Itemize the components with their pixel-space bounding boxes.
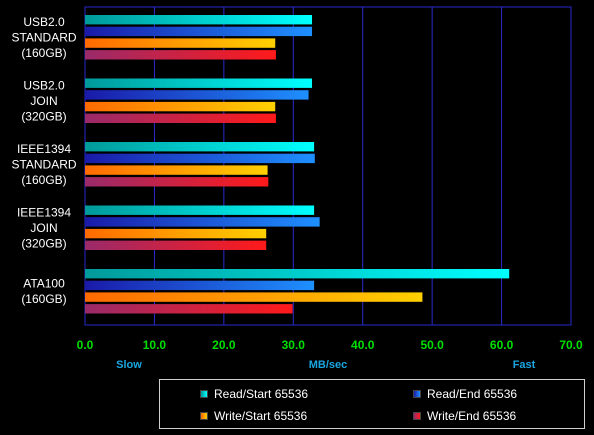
category-label: ATA100 (160GB) — [21, 277, 66, 307]
x-tick-label: 10.0 — [143, 338, 167, 352]
category-label: IEEE1394 STANDARD (160GB) — [11, 142, 76, 187]
bar — [85, 269, 510, 279]
bar — [85, 78, 313, 88]
axis-unit-label: MB/sec — [309, 359, 348, 371]
x-tick-label: 40.0 — [351, 338, 375, 352]
bar — [85, 38, 276, 48]
legend-label: Read/Start 65536 — [214, 387, 309, 401]
bar — [85, 165, 268, 175]
bar — [85, 50, 276, 60]
x-tick-label: 20.0 — [212, 338, 236, 352]
legend-item: Write/End 65536 — [413, 409, 516, 423]
bar — [85, 153, 315, 164]
x-tick-label: 70.0 — [559, 338, 583, 352]
legend-label: Write/Start 65536 — [214, 409, 308, 423]
legend-item: Write/Start 65536 — [200, 409, 307, 423]
legend-swatch — [200, 390, 208, 398]
category-label: USB2.0 JOIN (320GB) — [21, 78, 66, 123]
legend-swatch — [200, 412, 208, 420]
legend: Read/Start 65536 Read/End 65536 Write/Star… — [159, 379, 585, 429]
bar — [85, 15, 313, 25]
bar — [85, 177, 269, 187]
bar — [85, 292, 423, 302]
bar — [85, 101, 276, 112]
bar — [85, 228, 267, 239]
bar — [85, 240, 267, 250]
bar — [85, 217, 320, 227]
legend-item: Read/End 65536 — [413, 387, 517, 401]
category-label: IEEE1394 JOIN (320GB) — [17, 205, 71, 250]
bar — [85, 280, 315, 291]
category-label: USB2.0 STANDARD (160GB) — [11, 15, 76, 60]
bar — [85, 142, 315, 152]
x-tick-label: 50.0 — [420, 338, 444, 352]
legend-label: Read/End 65536 — [427, 387, 518, 401]
bar — [85, 113, 276, 123]
legend-swatch — [413, 390, 421, 398]
legend-swatch — [413, 412, 421, 420]
bar — [85, 90, 309, 100]
bar — [85, 205, 315, 215]
x-tick-label: 30.0 — [282, 338, 306, 352]
x-tick-label: 0.0 — [77, 338, 94, 352]
axis-word-fast: Fast — [513, 359, 536, 371]
legend-item: Read/Start 65536 — [200, 387, 308, 401]
legend-label: Write/End 65536 — [427, 409, 517, 423]
x-tick-label: 60.0 — [490, 338, 514, 352]
axis-word-slow: Slow — [116, 359, 142, 371]
bar — [85, 26, 313, 37]
bar — [85, 304, 293, 314]
